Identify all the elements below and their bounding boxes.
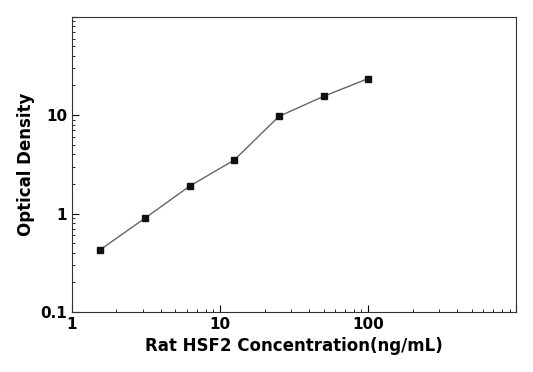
X-axis label: Rat HSF2 Concentration(ng/mL): Rat HSF2 Concentration(ng/mL) <box>145 337 443 355</box>
Y-axis label: Optical Density: Optical Density <box>17 93 35 236</box>
